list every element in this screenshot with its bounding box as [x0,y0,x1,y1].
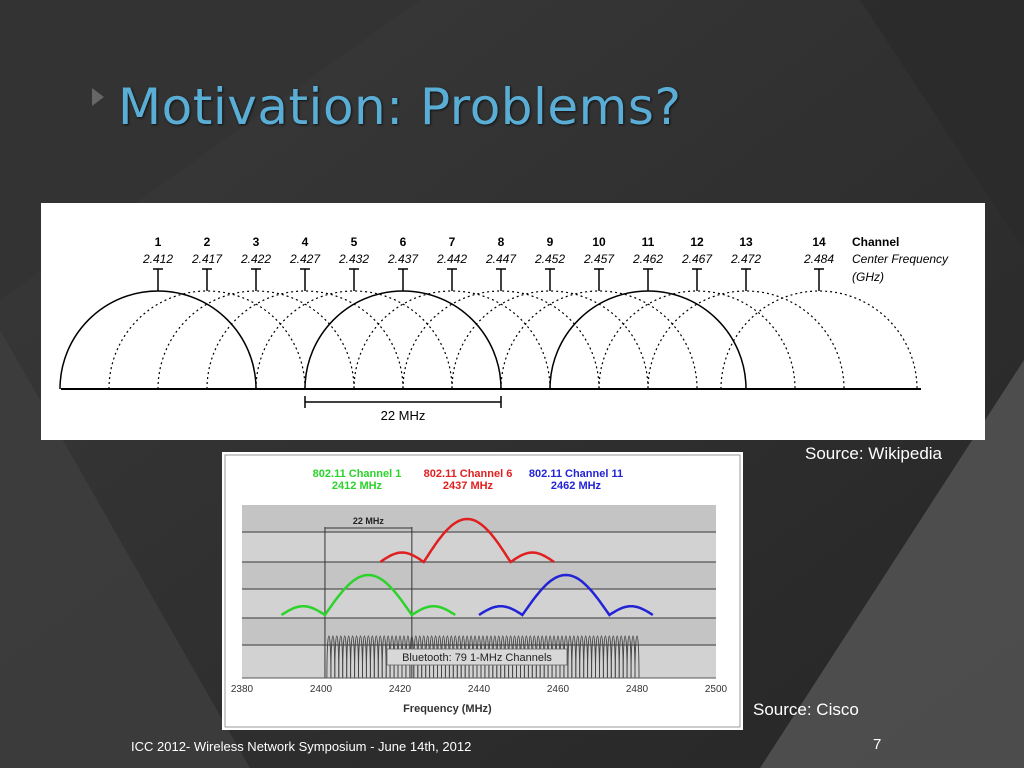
x-tick-label: 2480 [626,684,649,695]
channel-11-curve [549,290,747,390]
channel-7-frequency: 2.442 [436,252,467,266]
channel-14-label: 14 [812,235,826,249]
channel-3-curve [157,290,355,390]
channel-overlap-svg: 1 2.412 2 2.417 3 2.422 4 2.427 5 2.432 6 2.437 7 2.4… [59,235,949,423]
channel-2-curve [108,290,306,390]
channel-10-label: 10 [592,235,606,249]
channel-2-frequency: 2.417 [191,252,223,266]
channel-11-spectrum [478,573,654,617]
width-label: 22 MHz [353,516,385,526]
channel-5-label: 5 [351,235,358,249]
x-tick-label: 2500 [705,684,728,695]
channel-11-label: 11 [642,235,655,249]
header-frequency-line1: Center Frequency [852,252,949,266]
channel-11-frequency: 2.462 [632,252,663,266]
x-tick-label: 2400 [310,684,333,695]
channel-14-curve [720,290,918,390]
channel-7-curve [353,290,551,390]
channel-13-curve [647,290,845,390]
channel-1-curve [59,290,257,390]
cisco-spectrum-chart: 22 MHz Bluetooth: 79 1-MHz Channels 2380 24… [222,452,743,730]
slide-footer: ICC 2012- Wireless Network Symposium - J… [131,739,472,754]
channel-2-label: 2 [204,235,211,249]
channel-10-curve [500,290,698,390]
channel-3-label: 3 [253,235,260,249]
legend-2-line1: 802.11 Channel 6 [424,468,513,480]
channel-6-curve [304,290,502,390]
x-tick-label: 2420 [389,684,412,695]
x-tick-label: 2380 [231,684,254,695]
width-label: 22 MHz [381,408,426,423]
channel-8-label: 8 [498,235,505,249]
channel-6-label: 6 [400,235,407,249]
channel-4-label: 4 [302,235,309,249]
page-number: 7 [873,736,882,753]
channel-8-frequency: 2.447 [485,252,517,266]
x-tick-label: 2440 [468,684,491,695]
channel-14-frequency: 2.484 [803,252,834,266]
channel-4-frequency: 2.427 [289,252,321,266]
channel-12-label: 12 [690,235,704,249]
channel-1-label: 1 [155,235,162,249]
caption-cisco: Source: Cisco [753,700,859,719]
wifi-channel-diagram: 1 2.412 2 2.417 3 2.422 4 2.427 5 2.432 6 2.437 7 2.4… [41,203,985,440]
channel-1-spectrum [280,573,456,617]
spectrum-svg: 22 MHz Bluetooth: 79 1-MHz Channels 2380 24… [224,454,741,728]
channel-3-frequency: 2.422 [240,252,271,266]
x-axis-label: Frequency (MHz) [403,703,492,715]
legend-1-line2: 2412 MHz [332,480,383,492]
legend-2-line2: 2437 MHz [443,480,494,492]
header-frequency-line2: (GHz) [852,270,884,284]
channel-6-frequency: 2.437 [387,252,419,266]
channel-7-label: 7 [449,235,456,249]
legend-1-line1: 802.11 Channel 1 [313,468,402,480]
legend-3-line1: 802.11 Channel 11 [529,468,623,480]
channel-12-frequency: 2.467 [681,252,713,266]
channel-5-curve [255,290,453,390]
x-tick-label: 2460 [547,684,570,695]
plot-band [242,618,716,645]
channel-8-curve [402,290,600,390]
channel-4-curve [206,290,404,390]
plot-band [242,562,716,589]
channel-13-label: 13 [739,235,753,249]
plot-band [242,505,716,532]
channel-1-frequency: 2.412 [142,252,173,266]
slide-title: Motivation: Problems? [118,78,682,136]
channel-12-curve [598,290,796,390]
caption-wikipedia: Source: Wikipedia [805,444,943,463]
channel-5-frequency: 2.432 [338,252,369,266]
bluetooth-label-box [386,648,568,666]
channel-9-frequency: 2.452 [534,252,565,266]
channel-9-curve [451,290,649,390]
header-channel: Channel [852,235,899,249]
bluetooth-channel [634,635,640,679]
legend-3-line2: 2462 MHz [551,480,602,492]
channel-10-frequency: 2.457 [583,252,615,266]
channel-6-spectrum [379,517,555,564]
channel-9-label: 9 [547,235,554,249]
bluetooth-label: Bluetooth: 79 1-MHz Channels [402,652,552,664]
channel-13-frequency: 2.472 [730,252,761,266]
